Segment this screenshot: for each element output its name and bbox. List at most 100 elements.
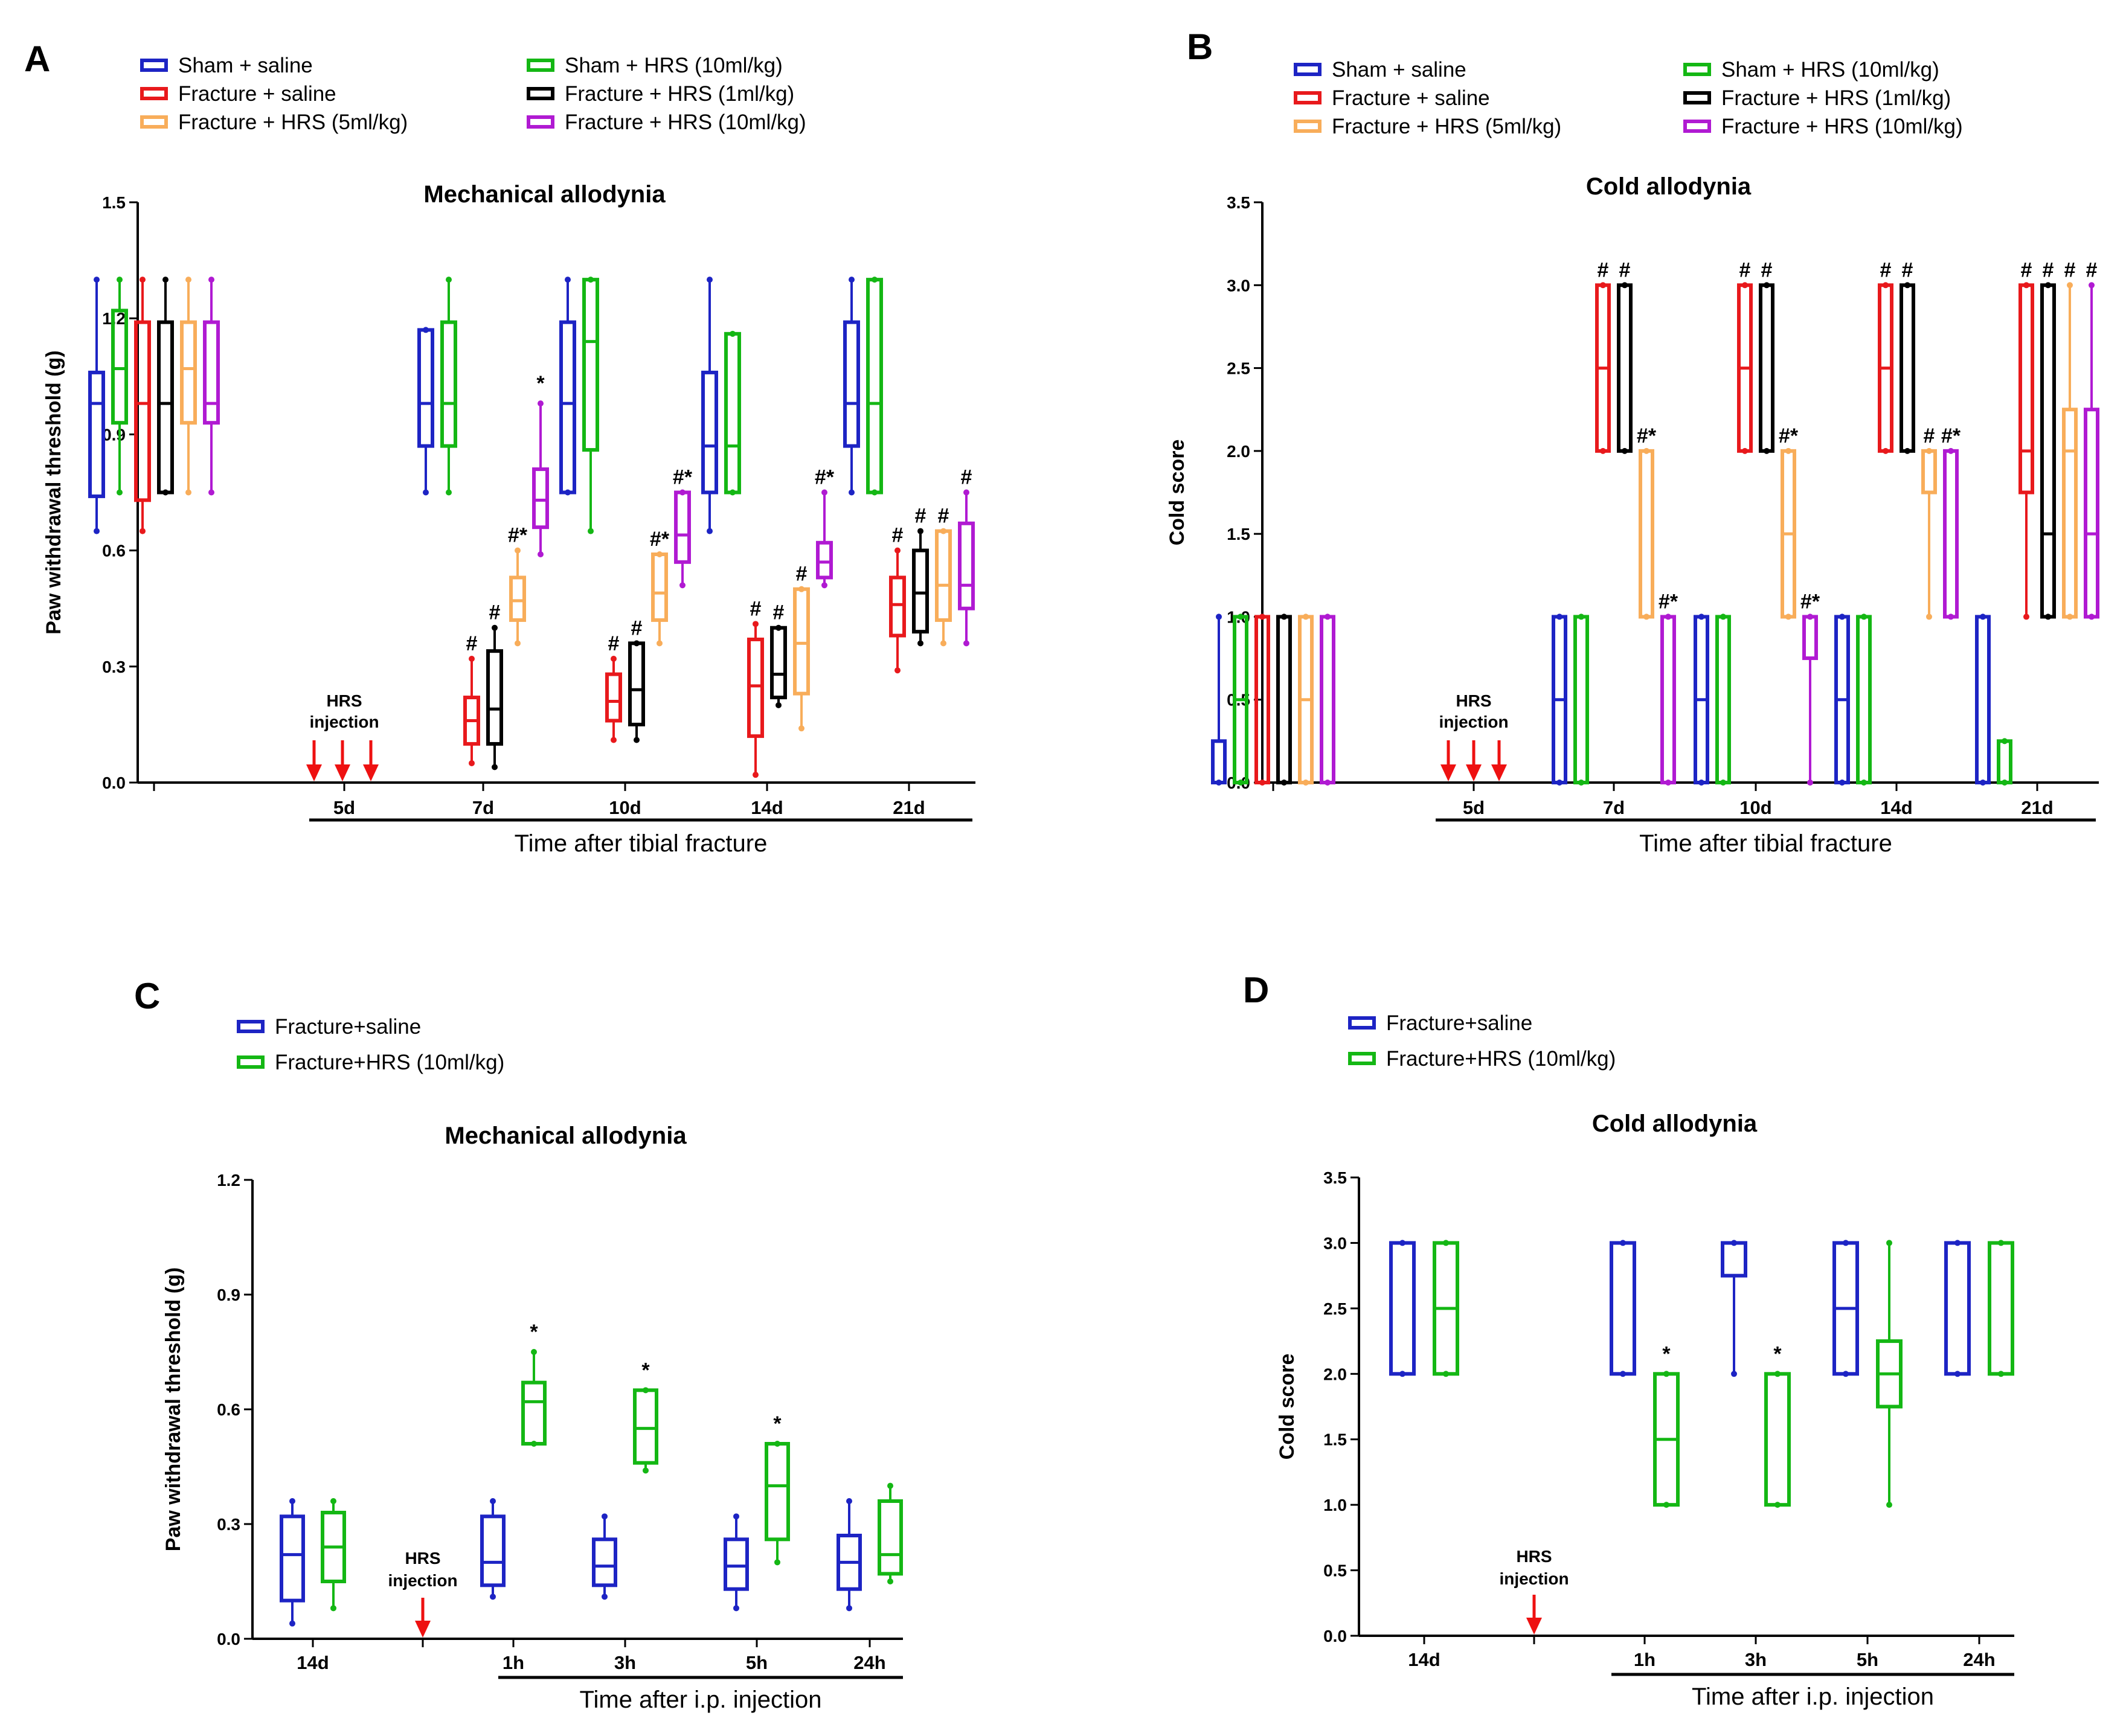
- injection-arrow: [1491, 740, 1507, 781]
- data-point: [1216, 613, 1222, 620]
- data-point: [423, 327, 429, 333]
- box-iqr: [1610, 1241, 1636, 1376]
- x-category-label: 10d: [609, 797, 641, 818]
- data-point: [2002, 738, 2008, 745]
- box-orange: #: [793, 563, 810, 732]
- box-green: [866, 277, 883, 496]
- box-iqr: [480, 1514, 506, 1587]
- legend-label-orange: Fracture + HRS (5ml/kg): [178, 111, 408, 134]
- legend-label-red: Fracture + saline: [1332, 86, 1490, 110]
- data-point: [1443, 1240, 1449, 1246]
- y-tick-label: 3.0: [1227, 276, 1250, 295]
- data-point: [753, 621, 759, 627]
- box-iqr: [1759, 283, 1774, 453]
- legend-swatch-red: [1294, 91, 1322, 104]
- box-black: #: [912, 505, 929, 647]
- y-axis-label: Paw withdrawal threshold (g): [42, 350, 65, 634]
- data-point: [1600, 282, 1606, 289]
- chart-title: Mechanical allodynia: [445, 1123, 687, 1149]
- box-iqr: [793, 587, 810, 696]
- box-green: [1233, 613, 1248, 786]
- box-iqr: [701, 370, 718, 495]
- data-point: [1861, 780, 1867, 786]
- data-point: [588, 528, 594, 534]
- significance-mark: #: [1880, 258, 1892, 281]
- box-iqr: [1988, 1241, 2014, 1376]
- injection-label-line1: HRS: [1456, 691, 1491, 710]
- data-point: [531, 1441, 537, 1447]
- significance-mark: #: [631, 617, 643, 639]
- box-green: [1433, 1240, 1459, 1377]
- box-red: #: [889, 524, 906, 674]
- data-point: [1556, 780, 1562, 786]
- box-iqr: [633, 1388, 658, 1465]
- box-blue: [1832, 1240, 1859, 1377]
- significance-mark: #*: [508, 524, 528, 547]
- y-tick-label: 0.3: [102, 658, 126, 676]
- data-point: [469, 760, 475, 766]
- data-point: [490, 1593, 496, 1600]
- box-purple: [1320, 613, 1335, 786]
- data-point: [1698, 780, 1704, 786]
- box-iqr: [2040, 283, 2056, 619]
- x-category-label: 7d: [1603, 797, 1625, 818]
- data-point: [289, 1620, 295, 1627]
- significance-mark: #*: [1779, 424, 1799, 447]
- legend-swatch-purple: [527, 115, 554, 129]
- box-iqr: [486, 649, 503, 746]
- arrow-head: [1526, 1618, 1542, 1635]
- data-point: [1303, 613, 1309, 620]
- legend-swatch-blue: [237, 1020, 265, 1033]
- box-orange: #*: [508, 524, 528, 647]
- legend-swatch-black: [1683, 91, 1711, 104]
- data-point: [1281, 613, 1287, 620]
- significance-mark: *: [1773, 1342, 1782, 1365]
- data-point: [2045, 613, 2051, 620]
- arrow-head: [1466, 764, 1482, 781]
- significance-mark: *: [641, 1359, 650, 1382]
- x-category-label: 10d: [1739, 797, 1771, 818]
- data-point: [185, 489, 191, 496]
- box-iqr: [724, 1537, 749, 1591]
- x-category-label: 3h: [614, 1652, 636, 1673]
- data-point: [611, 737, 617, 743]
- data-point: [1663, 1371, 1669, 1377]
- legend-label-green: Sham + HRS (10ml/kg): [1721, 58, 1939, 82]
- panel-A: A Sham + saline Fracture + saline Fracture …: [24, 39, 975, 857]
- chart-title: Cold allodynia: [1586, 173, 1752, 200]
- box-purple: #*: [673, 466, 693, 589]
- data-point: [1839, 613, 1845, 620]
- data-point: [643, 1467, 649, 1474]
- data-point: [707, 277, 713, 283]
- box-orange: #*: [650, 528, 670, 647]
- box-iqr: [280, 1514, 305, 1603]
- legend-label-blue: Sham + saline: [178, 54, 313, 77]
- data-point: [2067, 613, 2073, 620]
- box-black: #: [1617, 258, 1633, 454]
- y-tick-label: 1.5: [1227, 525, 1250, 543]
- legend-swatch-green: [527, 59, 554, 72]
- data-point: [1620, 1240, 1626, 1246]
- box-iqr: [1764, 1372, 1791, 1507]
- data-point: [1578, 780, 1584, 786]
- data-point: [1785, 447, 1791, 454]
- x-category-label: 14d: [297, 1652, 329, 1673]
- data-point: [1764, 447, 1770, 454]
- box-iqr: [628, 641, 645, 726]
- significance-mark: #: [1739, 258, 1751, 281]
- legend-swatch-red: [140, 87, 168, 100]
- significance-mark: #: [1902, 258, 1913, 281]
- x-category-label: 14d: [1880, 797, 1912, 818]
- box-iqr: [88, 370, 105, 498]
- data-point: [774, 1441, 780, 1447]
- panel-B: B Sham + saline Fracture + saline Fracture …: [1166, 27, 2099, 857]
- significance-mark: #: [1619, 258, 1631, 281]
- x-category-label: 14d: [751, 797, 783, 818]
- data-point: [1883, 447, 1889, 454]
- x-category-label: 21d: [2021, 797, 2053, 818]
- data-point: [872, 277, 878, 283]
- data-point: [1720, 780, 1726, 786]
- data-point: [185, 277, 191, 283]
- significance-mark: *: [536, 372, 545, 395]
